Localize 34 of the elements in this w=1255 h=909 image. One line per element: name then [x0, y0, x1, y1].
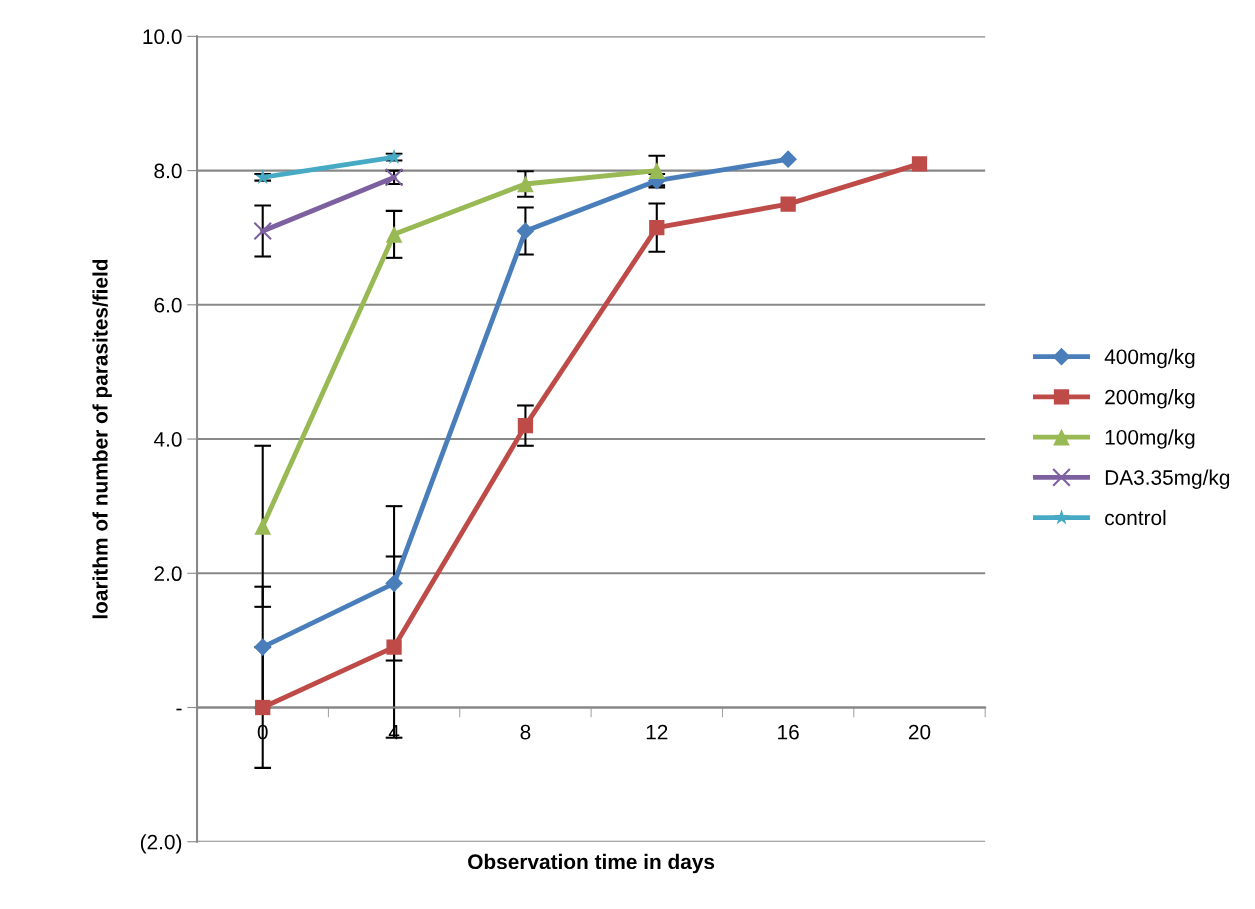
- x-axis-title: Observation time in days: [468, 853, 715, 874]
- x-tick-label: 20: [908, 724, 931, 740]
- legend-label: DA3.35mg/kg: [1105, 469, 1230, 490]
- y-tick-label: 2.0: [154, 566, 182, 582]
- point: [649, 220, 665, 236]
- x-tick-label: 16: [778, 724, 799, 740]
- x-tick-label: 8: [520, 724, 531, 740]
- point: [385, 226, 403, 243]
- point: [385, 574, 403, 593]
- y-tick-label: -: [176, 708, 182, 711]
- point: [779, 150, 797, 169]
- legend-label: 400mg/kg: [1104, 348, 1195, 369]
- legend-label: 200mg/kg: [1105, 389, 1195, 409]
- point: [253, 638, 272, 656]
- point: [517, 175, 534, 193]
- y-axis-title: loarithm of number of parasites/field: [92, 259, 112, 619]
- point: [255, 699, 271, 716]
- legend-label: 100mg/kg: [1105, 429, 1195, 449]
- point: [780, 196, 796, 212]
- y-tick-label: 6.0: [154, 297, 182, 313]
- point: [516, 222, 535, 240]
- y-tick-label: 4.0: [153, 432, 182, 447]
- legend-label: control: [1105, 509, 1166, 526]
- point: [648, 162, 666, 179]
- y-tick-label: (2.0): [140, 834, 182, 854]
- point: [386, 639, 402, 655]
- x-tick-label: 12: [646, 724, 668, 740]
- y-tick-label: 10.0: [143, 29, 182, 45]
- point: [517, 417, 534, 434]
- point: [386, 148, 402, 164]
- y-tick-label: 8.0: [154, 163, 182, 179]
- point: [911, 156, 928, 172]
- point: [253, 221, 273, 241]
- point: [254, 517, 272, 535]
